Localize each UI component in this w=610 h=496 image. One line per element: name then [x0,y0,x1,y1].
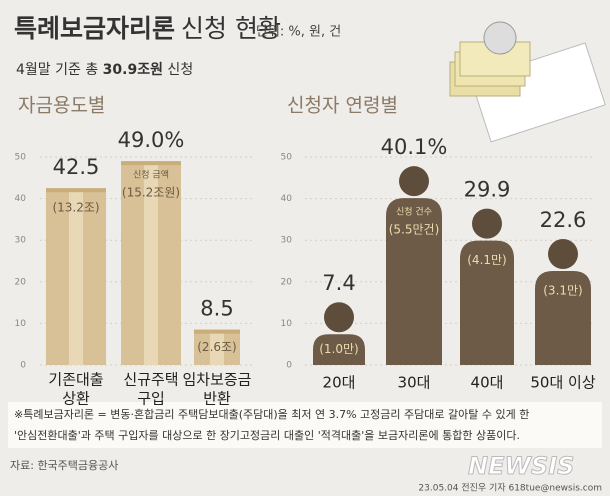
value-label: 29.9 [464,178,511,202]
value-label: 42.5 [53,155,100,179]
y-tick-label: 30 [15,236,27,246]
x-tick-label: 40대 [471,374,504,392]
value-label: 22.6 [540,208,587,232]
chart-title: 자금용도별 [18,95,105,117]
subtitle: 4월말 기준 총 30.9조원 신청 [16,62,193,78]
x-tick-label: 기존대출 [48,371,103,389]
x-tick-label: 30대 [398,374,431,392]
unit: 단위: %, 원, 건 [256,25,341,40]
y-tick-label: 50 [15,153,27,163]
footnote-box [8,402,602,448]
y-tick-label: 20 [281,277,293,287]
value-label: 40.1% [381,135,448,159]
annotation: 신청 금액 [133,169,169,181]
value-label: 7.4 [322,271,355,295]
bar-rim [194,329,240,334]
person-head [548,238,578,269]
sub-label: (13.2조) [52,201,99,215]
y-tick-label: 30 [281,236,293,246]
x-tick-label: 신규주택 [123,371,178,389]
x-tick-label: 반환 [203,390,231,408]
person-body [386,198,442,365]
footnote: '안심전환대출'과 주택 구입자를 대상으로 한 장기고정금리 대출인 '적격대… [14,429,520,442]
title-main: 특례보금자리론 [14,14,175,43]
credit: 23.05.04 전진우 기자 618tue@newsis.com [418,483,602,494]
subtitle-part: 30.9조원 [103,62,163,78]
footnote: ※특례보금자리론 = 변동·혼합금리 주택담보대출(주담대)을 최저 연 3.7… [14,407,529,421]
title-rest: 신청 현황 [181,14,281,43]
y-tick-label: 0 [286,361,292,371]
x-tick-label: 50대 이상 [530,374,595,392]
sub-label: (1.0만) [319,342,359,356]
value-label: 49.0% [118,128,185,152]
y-tick-label: 40 [281,194,293,204]
sub-label: (5.5만건) [389,223,440,237]
bar-tape [69,188,83,365]
sub-label: (3.1만) [543,283,583,297]
person-head [324,302,354,333]
watermark: NEWSIS [468,452,574,480]
person-head [472,208,502,239]
source: 자료: 한국주택금융공사 [10,459,118,472]
value-label: 8.5 [200,297,233,321]
y-tick-label: 10 [15,319,27,329]
bar-rim [46,188,106,193]
coin [483,21,517,55]
title: 특례보금자리론 신청 현황 [14,14,281,43]
bar-tape [210,329,224,365]
x-tick-label: 상환 [62,390,90,408]
sub-label: (4.1만) [467,253,507,267]
sub-label: (15.2조원) [122,186,180,200]
person-body [460,240,514,365]
subtitle-part: 신청 [163,62,193,78]
subtitle-part: 4월말 기준 총 [16,62,103,78]
y-tick-label: 20 [15,277,27,287]
y-tick-label: 40 [15,194,27,204]
sub-label: (2.6조) [197,340,237,354]
y-tick-label: 10 [281,319,293,329]
x-tick-label: 구입 [137,390,165,408]
x-tick-label: 임차보증금 [182,371,251,389]
chart-title: 신청자 연령별 [287,95,398,117]
illustration [449,21,606,143]
y-tick-label: 0 [20,361,26,371]
person-head [399,166,429,197]
person-body [313,334,365,365]
x-tick-label: 20대 [323,374,356,392]
person-body [535,270,591,365]
bar-tape [144,161,158,365]
y-tick-label: 50 [281,153,293,163]
annotation: 신청 건수 [396,207,432,218]
bar-rim [121,161,181,166]
